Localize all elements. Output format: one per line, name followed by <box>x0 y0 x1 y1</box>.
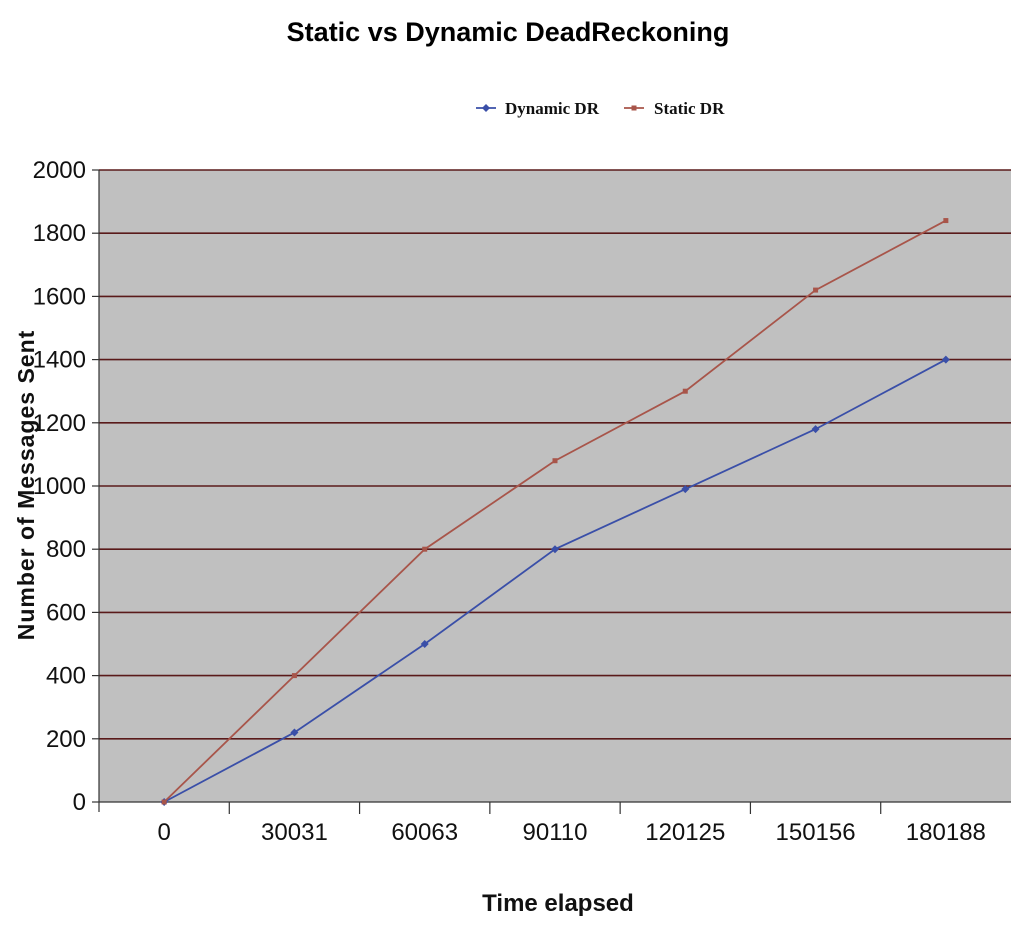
data-point <box>422 546 428 552</box>
y-tick-label: 200 <box>46 726 86 753</box>
y-tick-label: 400 <box>46 663 86 690</box>
y-tick-label: 1200 <box>33 410 86 437</box>
data-point <box>943 218 949 224</box>
x-tick-label: 120125 <box>645 819 725 846</box>
legend-marker <box>482 104 490 112</box>
y-tick-label: 600 <box>46 599 86 626</box>
x-tick-label: 150156 <box>776 819 856 846</box>
y-tick-label: 800 <box>46 536 86 563</box>
gridlines <box>99 169 1011 740</box>
series-dynamic-dr <box>160 355 950 806</box>
y-tick-label: 0 <box>73 789 86 816</box>
legend-label: Dynamic DR <box>505 99 600 118</box>
y-tick-labels: 0 200 400 600 800 1000 1200 1400 1600 1800 2000 <box>33 157 86 816</box>
x-tick-label: 0 <box>157 819 170 846</box>
legend-label: Static DR <box>654 99 725 118</box>
legend-item: Static DR <box>624 99 725 118</box>
y-tick-label: 1600 <box>33 283 86 310</box>
data-point <box>551 545 559 554</box>
x-tick-labels: 0 30031 60063 90110 120125 150156 180188 <box>157 819 985 846</box>
x-tick-label: 90110 <box>523 819 588 846</box>
data-point <box>420 640 429 648</box>
axes <box>92 169 1011 814</box>
data-point <box>552 458 558 464</box>
x-tick-label: 180188 <box>906 819 986 846</box>
legend-item: Dynamic DR <box>476 99 600 118</box>
y-axis-label: Number of Messages Sent <box>13 330 39 641</box>
series-lines <box>160 218 950 806</box>
data-point <box>681 485 690 494</box>
y-tick-label: 1800 <box>33 220 86 247</box>
data-point <box>811 425 820 434</box>
series-static-dr <box>161 218 949 805</box>
legend: Dynamic DR Static DR <box>476 99 725 118</box>
x-tick-label: 30031 <box>261 819 328 846</box>
data-point <box>161 799 167 805</box>
chart-title: Static vs Dynamic DeadReckoning <box>287 17 730 47</box>
legend-marker <box>631 105 637 111</box>
y-tick-label: 1400 <box>33 347 86 374</box>
x-tick-label: 60063 <box>391 819 458 846</box>
y-tick-label: 1000 <box>33 473 86 500</box>
data-point <box>291 673 297 679</box>
x-axis-label: Time elapsed <box>482 890 634 917</box>
data-point <box>941 355 950 364</box>
y-tick-label: 2000 <box>33 157 86 184</box>
data-point <box>813 287 819 293</box>
data-point <box>290 728 299 737</box>
data-point <box>682 388 688 394</box>
